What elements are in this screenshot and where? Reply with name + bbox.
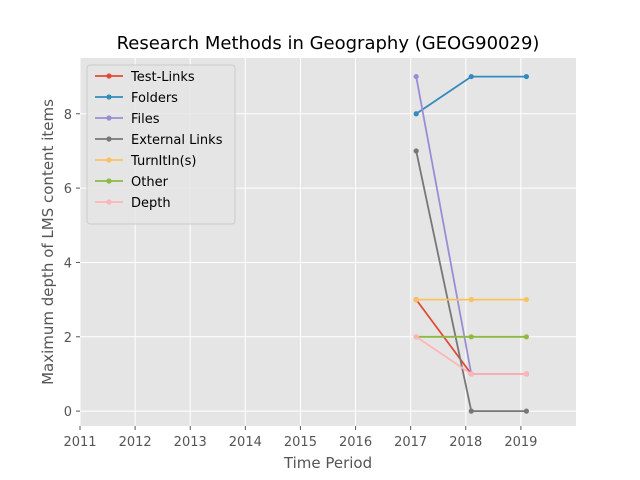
chart-title: Research Methods in Geography (GEOG90029… — [117, 33, 540, 54]
data-point — [468, 297, 474, 303]
legend-label: Test-Links — [130, 70, 195, 85]
y-tick-label: 0 — [64, 405, 72, 420]
x-tick-label: 2018 — [449, 435, 482, 450]
series-depth — [413, 334, 530, 377]
data-point — [468, 73, 474, 80]
data-point — [468, 334, 474, 340]
legend-item: Folders — [95, 91, 178, 106]
x-tick-label: 2016 — [339, 435, 372, 450]
x-tick-label: 2015 — [284, 435, 317, 450]
legend-label: External Links — [131, 133, 223, 148]
data-point — [523, 297, 530, 303]
legend-item: Test-Links — [95, 70, 195, 85]
data-point — [523, 408, 530, 414]
x-tick-label: 2014 — [229, 435, 262, 450]
legend-label: Folders — [131, 91, 178, 106]
legend-label: TurnItIn(s) — [130, 154, 196, 169]
series-turnitin-s — [413, 297, 530, 303]
legend-marker — [106, 115, 112, 121]
y-tick-label: 4 — [64, 256, 72, 271]
x-tick-label: 2017 — [394, 435, 427, 450]
x-tick-label: 2011 — [63, 435, 96, 450]
series-external-links — [413, 148, 530, 414]
data-point — [413, 334, 419, 340]
legend-item: External Links — [95, 133, 223, 148]
data-point — [413, 297, 419, 303]
data-point — [468, 371, 474, 377]
data-point — [413, 111, 419, 117]
legend-box — [86, 64, 236, 225]
y-tick-label: 8 — [64, 108, 72, 123]
legend-marker — [106, 157, 112, 163]
series-folders — [413, 73, 530, 117]
legend-marker — [106, 94, 112, 100]
data-point — [523, 73, 530, 80]
legend-marker — [106, 136, 112, 142]
data-point — [468, 408, 474, 414]
legend-item: Files — [95, 112, 160, 127]
x-tick-label: 2013 — [174, 435, 207, 450]
legend-marker — [106, 199, 112, 205]
legend-item: Other — [95, 175, 169, 190]
y-tick-label: 6 — [64, 182, 72, 197]
y-tick-label: 2 — [64, 331, 72, 346]
series-layer — [413, 73, 530, 414]
data-point — [523, 371, 530, 377]
x-axis-title: Time Period — [283, 454, 372, 472]
tick-labels: 2011 2012 2013 2014 2015 2016 2017 2018 2019 0 2 4 6… — [63, 108, 537, 450]
x-tick-label: 2012 — [119, 435, 152, 450]
data-point — [523, 334, 530, 340]
legend-marker — [106, 73, 112, 79]
y-axis-title: Maximum depth of LMS content items — [39, 99, 57, 385]
legend-label: Other — [131, 175, 169, 190]
data-point — [413, 73, 419, 80]
legend: Test-Links Folders Files External Links Turn… — [86, 64, 236, 225]
x-tick-label: 2019 — [504, 435, 537, 450]
data-point — [413, 148, 419, 154]
legend-label: Depth — [131, 196, 171, 211]
legend-marker — [106, 178, 112, 184]
legend-item: TurnItIn(s) — [95, 154, 196, 169]
legend-item: Depth — [95, 196, 171, 211]
legend-label: Files — [131, 112, 160, 127]
